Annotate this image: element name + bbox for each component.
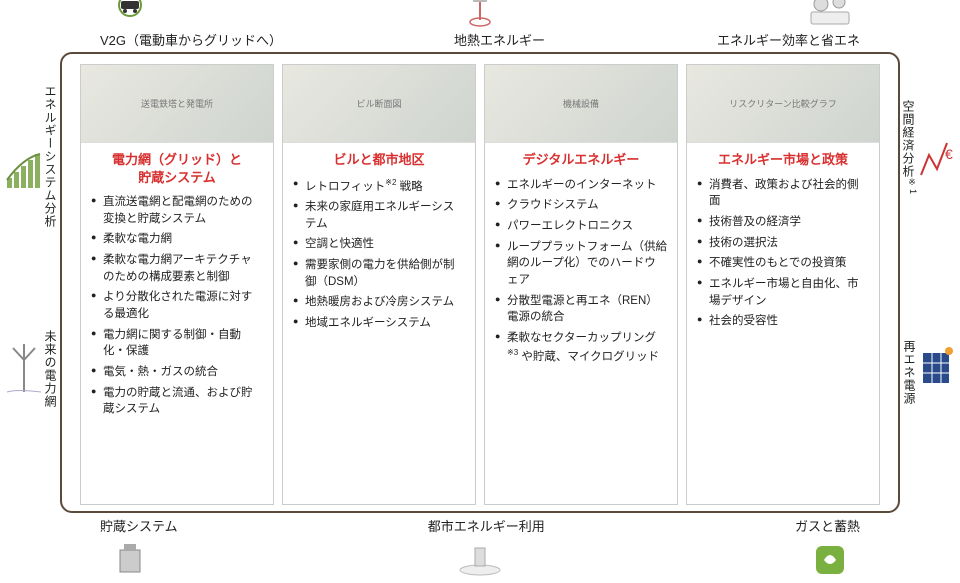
column-image-3: 機械設備 <box>485 65 677 143</box>
list-item: エネルギーのインターネット <box>495 177 667 194</box>
list-item: 直流送電網と配電網のための変換と貯蔵システム <box>91 194 263 227</box>
column-list-4: 消費者、政策および社会的側面技術普及の経済学技術の選択法不確実性のもとでの投資策… <box>697 177 869 330</box>
list-item: 柔軟なセクターカップリング※3 や貯蔵、マイクログリッド <box>495 330 667 365</box>
urban-energy-icon <box>450 539 510 579</box>
list-item: クラウドシステム <box>495 197 667 214</box>
list-item: エネルギー市場と自由化、市場デザイン <box>697 276 869 309</box>
list-item: 不確実性のもとでの投資策 <box>697 255 869 272</box>
bar-chart-icon <box>4 140 44 200</box>
side-label-future-grid: 未来の電力網 <box>42 330 59 408</box>
efficiency-icon <box>800 0 860 30</box>
top-labels-row: V2G（電動車からグリッドへ） 地熱エネルギー エネルギー効率と省エネ <box>100 30 860 49</box>
list-item: より分散化された電源に対する最適化 <box>91 289 263 322</box>
list-item: 技術普及の経済学 <box>697 214 869 231</box>
list-item: 電力網に関する制御・自動化・保護 <box>91 327 263 360</box>
bottom-label-urban: 都市エネルギー利用 <box>428 516 545 535</box>
column-body-2: レトロフィット※2 戦略未来の家庭用エネルギーシステム空調と快適性需要家側の電力… <box>283 175 475 504</box>
top-label-efficiency: エネルギー効率と省エネ <box>717 30 860 49</box>
ev-car-icon <box>100 0 160 30</box>
column-market-policy: リスクリターン比較グラフ エネルギー市場と政策 消費者、政策および社会的側面技術… <box>686 64 880 505</box>
list-item: パワーエレクトロニクス <box>495 218 667 235</box>
storage-icon <box>100 539 160 579</box>
list-item: レトロフィット※2 戦略 <box>293 177 465 196</box>
column-body-3: エネルギーのインターネットクラウドシステムパワーエレクトロニクスループプラットフ… <box>485 175 677 504</box>
side-label-spatial-text: 空間経済分析 <box>901 100 915 178</box>
top-label-v2g: V2G（電動車からグリッドへ） <box>100 30 282 49</box>
column-image-1: 送電鉄塔と発電所 <box>81 65 273 143</box>
bottom-label-storage: 貯蔵システム <box>100 516 178 535</box>
list-item: 空調と快適性 <box>293 236 465 253</box>
bottom-labels-row: 貯蔵システム 都市エネルギー利用 ガスと蓄熱 <box>100 516 860 535</box>
side-label-analysis: エネルギーシステム分析 <box>42 85 59 228</box>
list-item: 柔軟な電力網アーキテクチャのための構成要素と制御 <box>91 252 263 285</box>
column-image-2: ビル断面図 <box>283 65 475 143</box>
column-title-1: 電力網（グリッド）と貯蔵システム <box>81 143 273 192</box>
list-item: 電力の貯蔵と流通、および貯蔵システム <box>91 385 263 418</box>
list-item: 柔軟な電力網 <box>91 231 263 248</box>
top-label-geothermal: 地熱エネルギー <box>454 30 545 49</box>
column-list-3: エネルギーのインターネットクラウドシステムパワーエレクトロニクスループプラットフ… <box>495 177 667 366</box>
column-body-4: 消費者、政策および社会的側面技術普及の経済学技術の選択法不確実性のもとでの投資策… <box>687 175 879 504</box>
list-item: 需要家側の電力を供給側が制御（DSM） <box>293 257 465 290</box>
list-item: 電気・熱・ガスの統合 <box>91 364 263 381</box>
gas-heat-icon <box>800 539 860 579</box>
list-item: 地熱暖房および冷房システム <box>293 294 465 311</box>
wind-turbine-icon <box>4 340 44 400</box>
bottom-label-gas: ガスと蓄熱 <box>795 516 860 535</box>
svg-text:€: € <box>945 146 953 162</box>
list-item: 技術の選択法 <box>697 235 869 252</box>
columns-container: 送電鉄塔と発電所 電力網（グリッド）と貯蔵システム 直流送電網と配電網のための変… <box>80 64 880 505</box>
list-item: 未来の家庭用エネルギーシステム <box>293 199 465 232</box>
list-item: 消費者、政策および社会的側面 <box>697 177 869 210</box>
bottom-icons-row <box>100 539 860 579</box>
list-item: ループプラットフォーム（供給網のループ化）でのハードウェア <box>495 239 667 289</box>
column-image-4: リスクリターン比較グラフ <box>687 65 879 143</box>
column-buildings: ビル断面図 ビルと都市地区 レトロフィット※2 戦略未来の家庭用エネルギーシステ… <box>282 64 476 505</box>
solar-panel-icon <box>916 340 956 400</box>
column-digital: 機械設備 デジタルエネルギー エネルギーのインターネットクラウドシステムパワーエ… <box>484 64 678 505</box>
column-title-3: デジタルエネルギー <box>485 143 677 175</box>
column-list-2: レトロフィット※2 戦略未来の家庭用エネルギーシステム空調と快適性需要家側の電力… <box>293 177 465 332</box>
list-item: 分散型電源と再エネ（REN）電源の統合 <box>495 293 667 326</box>
column-list-1: 直流送電網と配電網のための変換と貯蔵システム柔軟な電力網柔軟な電力網アーキテクチ… <box>91 194 263 418</box>
column-title-4: エネルギー市場と政策 <box>687 143 879 175</box>
column-body-1: 直流送電網と配電網のための変換と貯蔵システム柔軟な電力網柔軟な電力網アーキテクチ… <box>81 192 273 504</box>
spatial-econ-icon: € <box>916 130 956 190</box>
column-title-2: ビルと都市地区 <box>283 143 475 175</box>
list-item: 社会的受容性 <box>697 313 869 330</box>
top-icons-row <box>100 0 860 30</box>
list-item: 地域エネルギーシステム <box>293 315 465 332</box>
geothermal-icon <box>450 0 510 30</box>
column-grid-storage: 送電鉄塔と発電所 電力網（グリッド）と貯蔵システム 直流送電網と配電網のための変… <box>80 64 274 505</box>
